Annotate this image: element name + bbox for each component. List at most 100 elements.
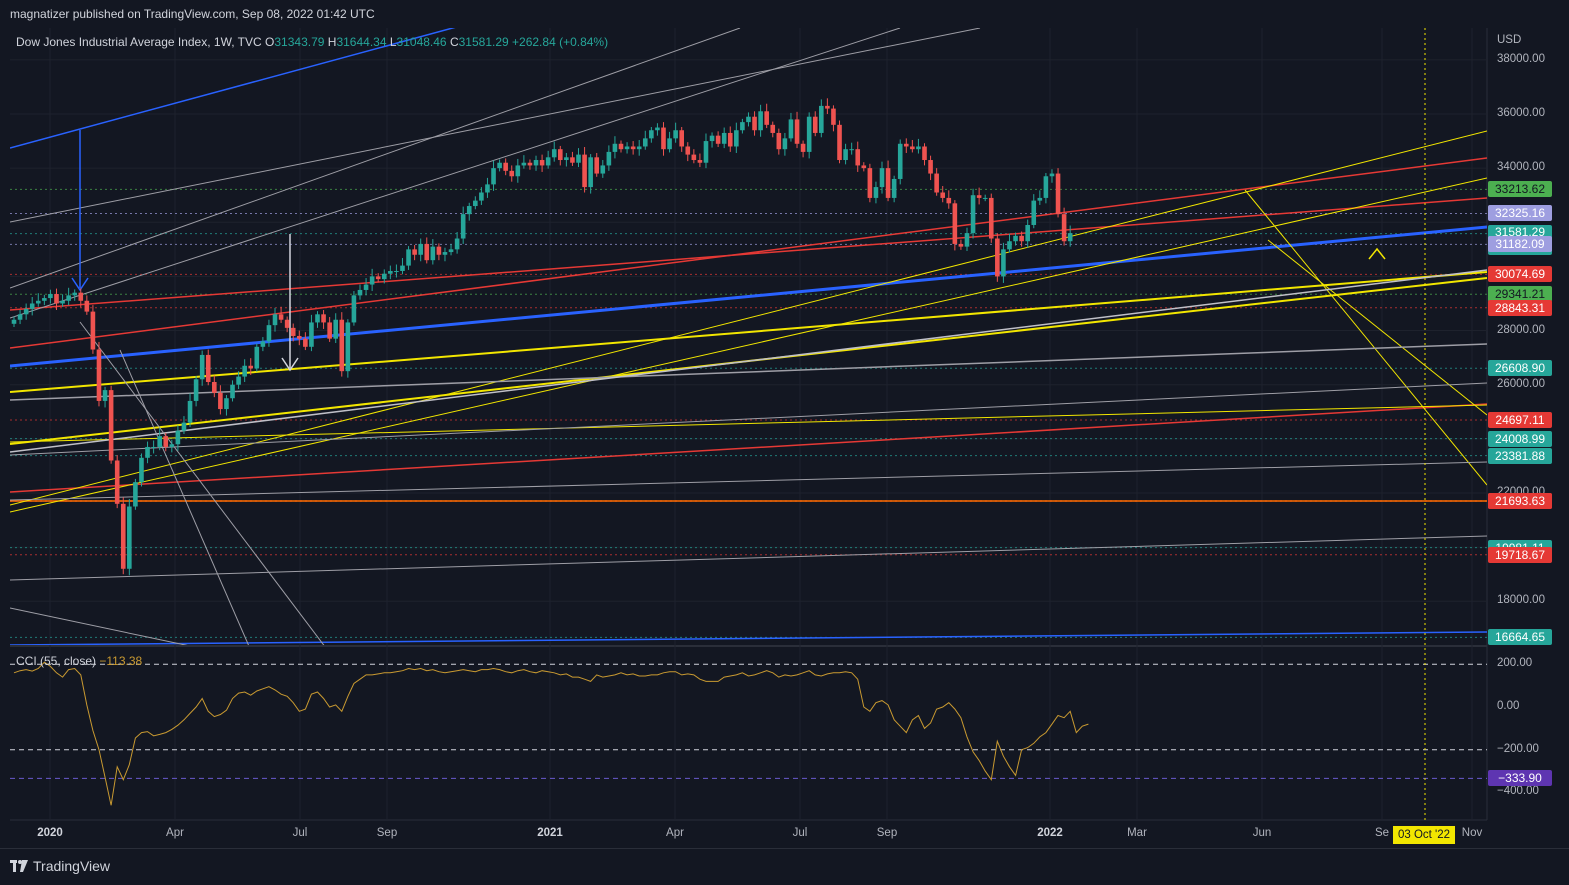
candle-body	[1031, 200, 1037, 225]
candle-body	[254, 346, 260, 369]
candle-body	[448, 249, 454, 253]
price-label: 26608.90	[1488, 360, 1552, 377]
candle-body	[29, 303, 35, 309]
candle-body	[564, 157, 569, 161]
candle	[406, 246, 411, 270]
candle	[831, 105, 836, 132]
cci-tick-label: −400.00	[1497, 785, 1539, 798]
candle	[272, 307, 278, 332]
candle	[928, 155, 933, 181]
candle	[746, 112, 751, 127]
candle-body	[806, 116, 812, 152]
candle	[151, 440, 156, 454]
gray-trendline-4	[10, 461, 1487, 501]
candle-body	[891, 178, 897, 198]
candle	[515, 158, 521, 183]
candle	[230, 380, 235, 402]
candle	[934, 168, 939, 196]
chart-area[interactable]	[0, 0, 1569, 848]
cci-tick-label: 0.00	[1497, 700, 1520, 712]
price-tick-label: 36000.00	[1497, 107, 1545, 119]
candle-body	[618, 143, 624, 150]
candle-body	[248, 365, 254, 369]
candle-body	[885, 168, 891, 198]
candle-body	[819, 105, 824, 133]
candle	[558, 145, 563, 166]
candle	[90, 305, 96, 354]
symbol-title[interactable]: Dow Jones Industrial Average Index, 1W, …	[16, 35, 262, 49]
price-label: 24008.99	[1488, 430, 1552, 447]
candle-body	[357, 289, 363, 296]
change-value: +262.84 (+0.84%)	[512, 35, 609, 49]
candle	[48, 289, 53, 304]
yellow-trendline-7	[1267, 239, 1487, 416]
time-tick-label: 2021	[537, 827, 563, 839]
candle	[806, 112, 812, 159]
candle	[867, 163, 873, 203]
candle	[1043, 173, 1049, 204]
candle-body	[661, 127, 666, 150]
candle-body	[369, 276, 375, 285]
tradingview-brand[interactable]: TradingView	[10, 858, 110, 874]
candle	[339, 312, 345, 377]
price-label: 29341.21	[1488, 286, 1552, 303]
candle	[11, 316, 17, 328]
price-label: 21693.63	[1488, 493, 1552, 510]
candle	[400, 258, 405, 275]
candle-body	[551, 149, 557, 158]
time-tick-label: Apr	[166, 827, 184, 839]
candle	[187, 393, 193, 427]
candle-body	[794, 119, 800, 144]
candle	[163, 432, 169, 452]
candle	[1025, 219, 1030, 248]
candle	[497, 159, 502, 172]
candle	[673, 122, 678, 143]
gray-trendline-10	[79, 321, 325, 645]
candle-body	[916, 146, 921, 150]
tradingview-logo-icon	[10, 860, 28, 872]
candle-body	[897, 143, 903, 179]
time-tick-label: Se	[1374, 827, 1390, 839]
candle	[236, 371, 241, 390]
candle	[812, 111, 818, 137]
candle-body	[303, 338, 308, 347]
price-tick-label: 38000.00	[1497, 52, 1545, 65]
candle	[879, 161, 885, 194]
candle	[679, 126, 684, 152]
candle-body	[412, 249, 417, 255]
price-tick-label: 18000.00	[1497, 594, 1545, 607]
candle	[412, 245, 417, 261]
candle-body	[752, 116, 757, 131]
candle	[855, 141, 861, 172]
candle-body	[988, 197, 994, 239]
candle	[345, 319, 351, 378]
close-label: C	[449, 35, 459, 49]
candle-body	[825, 105, 830, 109]
candle	[199, 350, 205, 386]
candle	[958, 239, 964, 250]
price-label: 28843.31	[1488, 299, 1552, 316]
candle-body	[849, 149, 854, 151]
price-label-value: 21693.63	[1494, 494, 1546, 509]
candle-body	[697, 160, 703, 163]
candle-body	[879, 168, 885, 188]
candle	[740, 118, 745, 134]
candle-body	[266, 325, 272, 342]
blue-trendline-bottom	[10, 631, 1487, 645]
candle-body	[855, 149, 861, 166]
candle-body	[873, 187, 879, 198]
candle	[479, 187, 484, 205]
candle	[54, 288, 59, 310]
cci-name[interactable]: CCI (55, close)	[16, 654, 97, 668]
candle	[224, 394, 229, 416]
time-tick-label: Jun	[1252, 827, 1272, 839]
price-label-value: 16664.65	[1494, 630, 1546, 645]
candle	[988, 193, 994, 243]
candle-body	[715, 135, 721, 144]
gray-trendline-5	[10, 535, 1487, 581]
cci-tick-label: −200.00	[1497, 742, 1539, 755]
candle	[922, 143, 927, 166]
candles	[11, 98, 1073, 576]
candle	[606, 145, 612, 171]
time-tick-label: Jul	[792, 827, 808, 839]
